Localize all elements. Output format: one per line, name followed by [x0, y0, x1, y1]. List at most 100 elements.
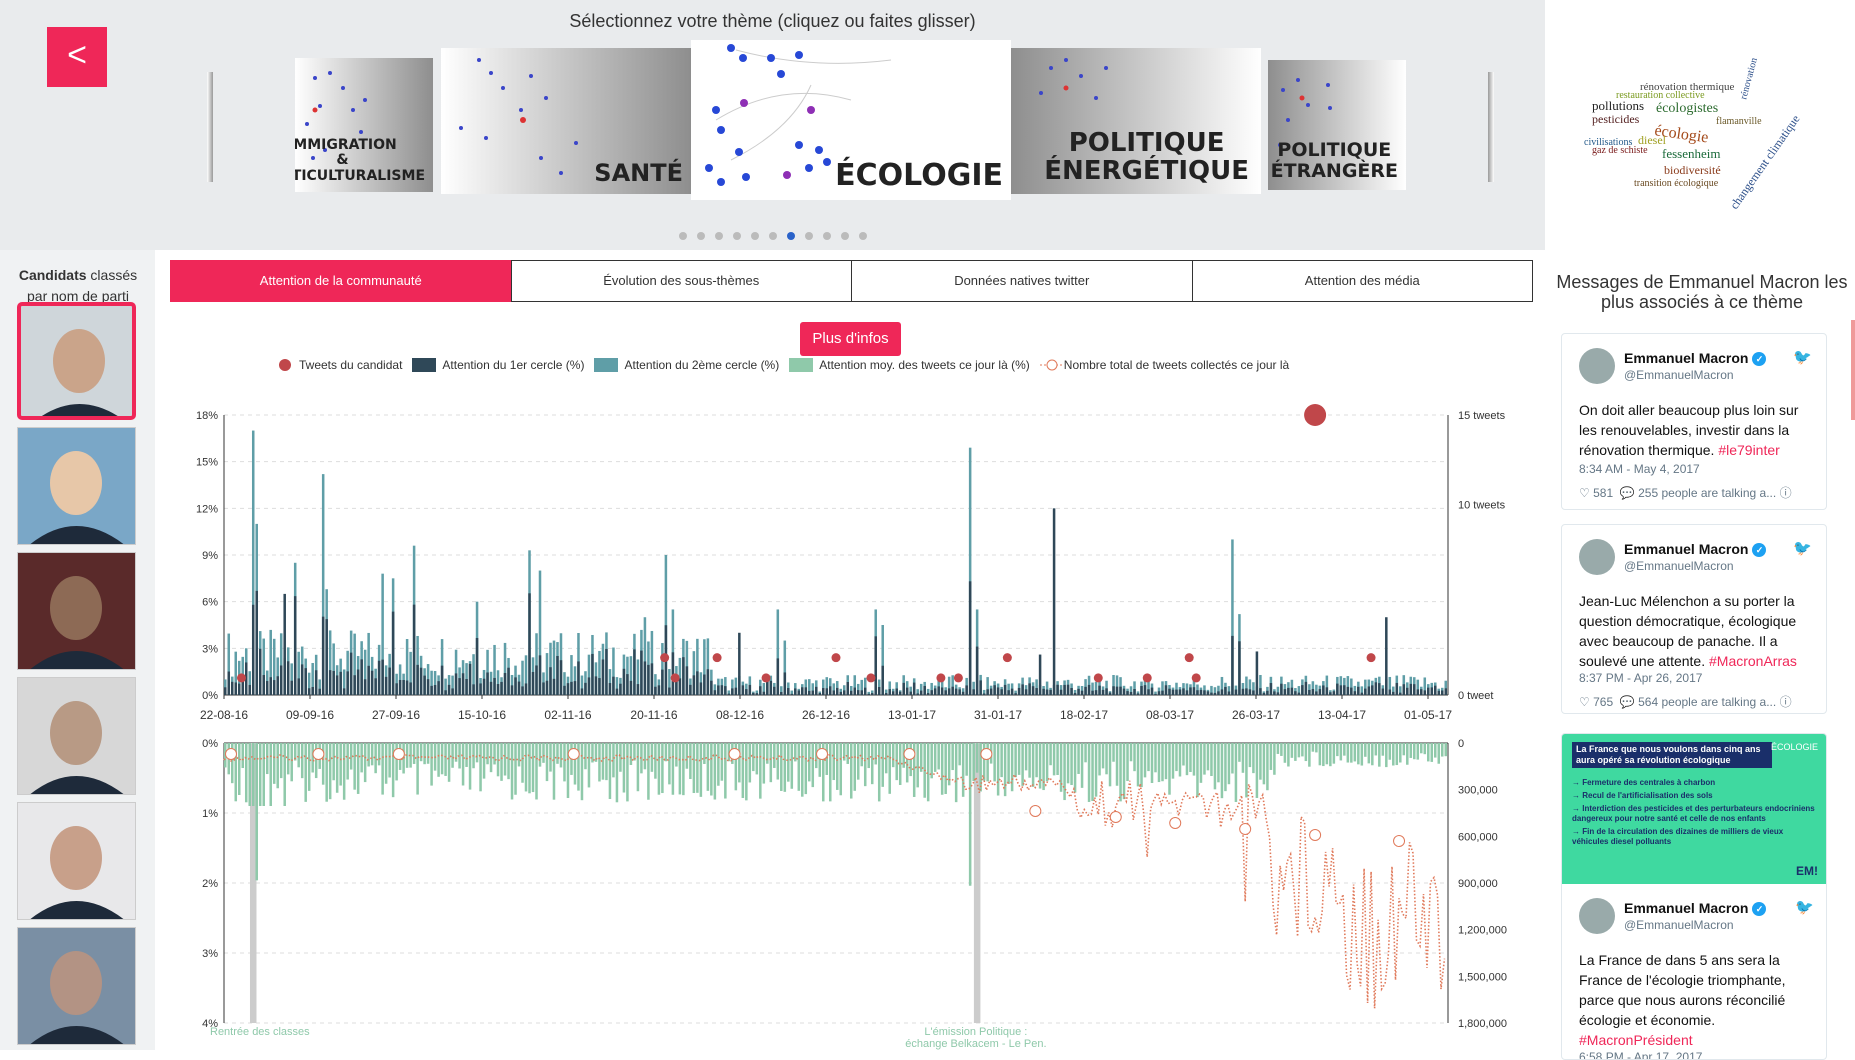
average-bar: [1392, 743, 1395, 766]
circle2-bar: [696, 638, 699, 695]
circle1-bar: [1171, 689, 1175, 695]
circle2-bar: [650, 630, 654, 695]
circle2-bar: [664, 555, 668, 695]
circle1-bar: [430, 685, 433, 695]
circle1-bar: [1066, 684, 1070, 695]
average-bar: [416, 743, 419, 795]
carousel-dot[interactable]: [750, 232, 759, 240]
carousel-dot[interactable]: [714, 232, 723, 240]
candidate-photo[interactable]: [17, 552, 136, 670]
circle1-bar: [1108, 692, 1112, 695]
twitter-bird-icon[interactable]: 🐦: [1793, 540, 1812, 557]
twitter-bird-icon[interactable]: 🐦: [1795, 899, 1814, 916]
average-bar: [895, 743, 898, 781]
tweet-handle: @EmmanuelMacron: [1624, 559, 1734, 573]
hashtag-link[interactable]: #MacronPrésident: [1579, 1032, 1693, 1048]
theme-card-politique-energetique[interactable]: POLITIQUE ÉNERGÉTIQUE: [1011, 48, 1261, 194]
hashtag-link[interactable]: #MacronArras: [1709, 653, 1797, 669]
circle2-bar: [1276, 686, 1280, 695]
average-bar: [636, 743, 640, 792]
average-bar: [360, 743, 363, 773]
tweet-date[interactable]: 8:37 PM - Apr 26, 2017: [1579, 671, 1703, 685]
tab-donnees-twitter[interactable]: Données natives twitter: [851, 260, 1193, 302]
legend-circle1[interactable]: Attention du 1er cercle (%): [412, 358, 584, 372]
candidate-photo[interactable]: [17, 802, 136, 920]
legend-total-tweets[interactable]: Nombre total de tweets collectés ce jour…: [1039, 358, 1289, 372]
candidate-photo[interactable]: [17, 427, 136, 545]
tab-attention-media[interactable]: Attention des média: [1191, 260, 1533, 302]
candidate-photo[interactable]: [17, 927, 136, 1045]
carousel-dot[interactable]: [822, 232, 831, 240]
average-bar: [409, 743, 412, 768]
talking-count[interactable]: 255 people are talking a...: [1638, 486, 1777, 500]
like-count[interactable]: 765: [1593, 695, 1614, 709]
circle1-bar: [1297, 692, 1301, 695]
carousel-dot[interactable]: [840, 232, 849, 240]
hashtag-link[interactable]: #le79inter: [1718, 442, 1780, 458]
circle1-bar: [1245, 688, 1248, 695]
circle1-bar: [356, 669, 360, 695]
candidate-tweet-point: [1366, 653, 1376, 663]
candidate-tweet-point: [1093, 673, 1103, 683]
back-button[interactable]: <: [47, 27, 107, 87]
talking-count[interactable]: 564 people are talking a...: [1638, 695, 1777, 709]
circle1-bar: [1049, 689, 1052, 695]
circle2-bar: [1035, 679, 1038, 695]
theme-card-ecologie[interactable]: ÉCOLOGIE: [691, 40, 1011, 200]
circle1-bar: [783, 672, 787, 695]
theme-card-sante[interactable]: SANTÉ: [441, 48, 691, 194]
y-right-lower-tick-label: 900,000: [1458, 878, 1498, 890]
tweet-card[interactable]: Emmanuel Macron ✓ @EmmanuelMacron 🐦 On do…: [1561, 333, 1827, 510]
carousel-dot[interactable]: [768, 232, 777, 240]
circle1-bar: [272, 680, 276, 695]
average-bar: [1339, 743, 1343, 761]
carousel-dot[interactable]: [858, 232, 867, 240]
theme-card-immigration[interactable]: IMMIGRATION& MULTICULTURALISME: [295, 58, 433, 192]
circle1-bar: [1273, 691, 1276, 695]
tweet-text: On doit aller beaucoup plus loin sur les…: [1579, 402, 1799, 458]
more-info-button[interactable]: Plus d'infos: [800, 322, 901, 356]
average-bar: [605, 743, 608, 781]
average-bar: [1325, 743, 1329, 765]
circle1-bar: [409, 682, 412, 695]
average-bar: [1364, 743, 1367, 757]
circle1-bar: [594, 676, 598, 695]
like-count[interactable]: 581: [1593, 486, 1614, 500]
tweet-date[interactable]: 6:58 PM - Apr 17, 2017: [1579, 1050, 1703, 1060]
carousel-dot[interactable]: [804, 232, 813, 240]
scrollbar[interactable]: [1851, 320, 1855, 420]
circle2-bar: [919, 683, 923, 695]
carousel-dot[interactable]: [732, 232, 741, 240]
circle1-bar: [780, 691, 783, 695]
average-bar: [538, 743, 542, 767]
tweet-date[interactable]: 8:34 AM - May 4, 2017: [1579, 462, 1700, 476]
carousel-dot[interactable]: [696, 232, 705, 240]
attention-chart[interactable]: 0% 3% 6% 9% 12% 15% 18% 0 tweet 10 tweets 15 twee…: [155, 395, 1545, 1055]
legend-circle2[interactable]: Attention du 2ème cercle (%): [594, 358, 779, 372]
circle1-bar: [1119, 686, 1122, 695]
circle1-bar: [937, 686, 940, 695]
tab-attention-communaute[interactable]: Attention de la communauté: [170, 260, 512, 302]
circle2-bar: [1045, 681, 1049, 695]
average-bar: [1185, 743, 1189, 776]
average-bar: [965, 743, 968, 776]
circle2-bar: [1416, 679, 1420, 695]
circle1-bar: [570, 681, 573, 695]
tweet-card[interactable]: Emmanuel Macron ✓ @EmmanuelMacron 🐦 Jean-…: [1561, 524, 1827, 714]
carousel-dot[interactable]: [678, 232, 687, 240]
circle2-bar: [545, 653, 549, 695]
average-bar: [286, 743, 290, 775]
legend-candidate-tweets[interactable]: Tweets du candidat: [275, 358, 402, 372]
candidate-photo[interactable]: [17, 302, 136, 420]
twitter-bird-icon[interactable]: 🐦: [1793, 349, 1812, 366]
tweet-card[interactable]: ÉCOLOGIE La France que nous voulons dans…: [1561, 733, 1827, 1060]
average-bar: [1413, 743, 1416, 760]
candidate-photo[interactable]: [17, 677, 136, 795]
tab-evolution-sous-themes[interactable]: Évolution des sous-thèmes: [510, 260, 852, 302]
circle1-bar: [482, 678, 486, 695]
theme-card-politique-etrangere[interactable]: POLITIQUE ÉTRANGÈRE: [1268, 60, 1406, 190]
carousel-dot[interactable]: [786, 232, 795, 240]
average-bar: [1434, 743, 1437, 758]
legend-average[interactable]: Attention moy. des tweets ce jour là (%): [789, 358, 1030, 372]
average-bar: [458, 743, 461, 769]
